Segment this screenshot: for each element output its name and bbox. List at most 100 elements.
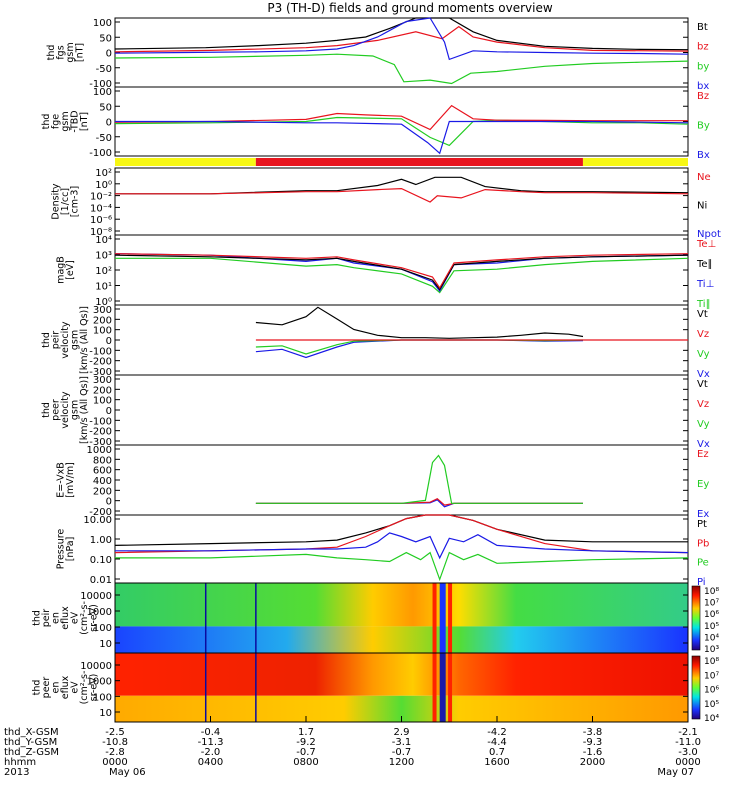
legend-entry: Vy xyxy=(697,349,710,360)
series-line-By xyxy=(114,116,689,147)
x-tick-label: 1600 xyxy=(484,757,509,768)
y-axis-label: [1/cc] xyxy=(60,188,71,215)
x-tick-label: May 06 xyxy=(109,767,146,778)
y-tick-label: -200 xyxy=(89,357,112,368)
series-line-Bz xyxy=(114,104,688,131)
y-tick-label: 200 xyxy=(93,315,112,326)
y-axis-label: [km/s (All Qs)] xyxy=(79,306,90,374)
y-axis-label: gsm xyxy=(65,42,76,62)
y-tick-label: 10¹ xyxy=(95,282,112,293)
y-tick-label: 10³ xyxy=(95,251,112,262)
x-axis-row-label: thd_Y-GSM xyxy=(4,737,57,748)
y-tick-label: 100 xyxy=(93,692,112,703)
panel-pressure: 10.00 1.00 0.10 0.01 Pressure[nPa] Pt Pb Pe Pi xyxy=(55,514,709,588)
series-line-Pt xyxy=(114,514,688,546)
legend-entry: Ti∥ xyxy=(696,299,711,310)
y-tick-label: -300 xyxy=(89,437,112,448)
legend-entry: Npot xyxy=(697,229,721,240)
y-axis-label: Pressure xyxy=(55,529,66,570)
x-tick-label: -2.0 xyxy=(201,747,221,758)
y-axis-label: peir xyxy=(41,609,52,628)
y-tick-label: -100 xyxy=(89,416,112,427)
panel-frame xyxy=(114,374,689,446)
colorbar-tick-label: 10⁸ xyxy=(704,657,719,667)
x-tick-label: -4.2 xyxy=(487,727,507,738)
y-axis-label: magB xyxy=(55,256,66,284)
x-tick-label: 0.7 xyxy=(489,747,505,758)
y-axis-label: fgs xyxy=(55,45,66,59)
series-line-Ey xyxy=(255,454,583,504)
y-tick-label: 10² xyxy=(95,168,112,179)
x-axis-row-label: 2013 xyxy=(4,767,29,778)
x-tick-label: 0800 xyxy=(293,757,318,768)
y-tick-label: 50 xyxy=(99,102,112,113)
legend-entry: Pe xyxy=(697,558,709,569)
y-tick-label: 10 xyxy=(99,708,112,719)
x-tick-label: May 07 xyxy=(657,767,694,778)
series-line-by xyxy=(114,53,689,85)
colorbar-tick-label: 10⁸ xyxy=(704,587,719,597)
y-tick-label: 10⁴ xyxy=(95,235,112,246)
x-tick-label: -9.2 xyxy=(296,737,316,748)
spectrogram-feature xyxy=(432,583,437,653)
y-tick-label: -100 xyxy=(89,346,112,357)
y-tick-label: -200 xyxy=(89,507,112,518)
x-tick-label: -0.7 xyxy=(296,747,316,758)
y-tick-label: 10⁻⁸ xyxy=(90,227,112,238)
y-axis-label: thd xyxy=(41,114,52,130)
spectrogram-upper xyxy=(115,583,688,627)
series-line-Vt xyxy=(255,306,584,339)
y-tick-label: 10000 xyxy=(80,591,112,602)
legend-entry: Pb xyxy=(697,538,709,549)
colorbar-tick-label: 10⁶ xyxy=(704,610,719,620)
y-tick-label: -50 xyxy=(96,133,112,144)
y-tick-label: 0.10 xyxy=(90,555,112,566)
y-axis-label: velocity xyxy=(60,321,71,359)
y-tick-label: 10.00 xyxy=(83,515,112,526)
legend-entry: Vz xyxy=(697,399,709,410)
series-line-Ti∥ xyxy=(115,257,689,294)
y-axis-label: [nPa] xyxy=(65,537,76,562)
y-tick-label: 1000 xyxy=(87,607,112,618)
series-line-Pb xyxy=(114,514,689,554)
y-axis-label: [mV/m] xyxy=(65,462,76,498)
x-tick-label: 1.7 xyxy=(298,727,314,738)
x-tick-label: -2.1 xyxy=(678,727,698,738)
y-tick-label: 0.01 xyxy=(90,575,112,586)
x-tick-label: -0.4 xyxy=(201,727,221,738)
x-tick-label: -3.8 xyxy=(583,727,603,738)
spectrogram-feature xyxy=(448,653,453,722)
series-line-Vx xyxy=(255,339,584,359)
y-axis-label: peir xyxy=(51,331,62,350)
y-tick-label: 1000 xyxy=(87,677,112,688)
panel-peer_eflux: 10⁸ 10⁷ 10⁶ 10⁵ 10⁴ 10000 1000 100 10 thdpeerenef… xyxy=(32,652,719,724)
spectrogram-feature xyxy=(432,653,437,722)
y-tick-label: 10 xyxy=(99,639,112,650)
y-axis-label: peer xyxy=(41,677,52,699)
y-axis-label: thd xyxy=(41,402,52,418)
y-axis-label: eflux xyxy=(60,675,71,699)
series-line-Bx xyxy=(115,120,689,155)
y-tick-label: 100 xyxy=(93,18,112,29)
x-tick-label: -10.8 xyxy=(102,737,128,748)
legend-entry: Ti⊥ xyxy=(696,279,714,290)
y-tick-label: 10² xyxy=(95,266,112,277)
y-tick-label: 0 xyxy=(106,49,112,60)
y-tick-label: 300 xyxy=(93,375,112,386)
y-tick-label: 0 xyxy=(106,406,112,417)
y-axis-label: sr-eV) xyxy=(89,604,100,632)
x-tick-label: 0400 xyxy=(198,757,223,768)
y-tick-label: 10⁻⁶ xyxy=(90,215,112,226)
y-axis-label: Density xyxy=(51,183,62,219)
legend-entry: Ni xyxy=(697,201,707,212)
y-axis-label: eV xyxy=(70,611,81,624)
colorbar-tick-label: 10⁴ xyxy=(704,714,719,724)
legend-entry: Pt xyxy=(697,519,707,530)
colorbar-tick-label: 10⁶ xyxy=(704,686,719,696)
y-tick-label: 10⁰ xyxy=(95,297,112,308)
figure-title: P3 (TH-D) fields and ground moments over… xyxy=(267,1,552,15)
y-axis-label: [nT] xyxy=(79,112,90,131)
y-tick-label: -200 xyxy=(89,427,112,438)
